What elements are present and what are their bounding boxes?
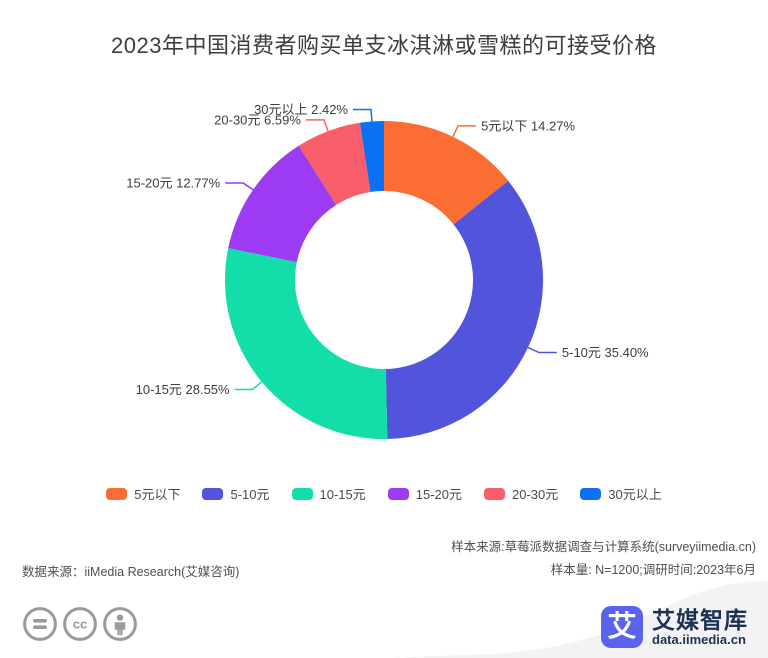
brand-logo[interactable]: 艾 艾媒智库 data.iimedia.cn — [601, 606, 748, 648]
legend-label: 5-10元 — [230, 487, 270, 502]
donut-slice-5-10元[interactable] — [385, 180, 544, 439]
legend-label: 15-20元 — [415, 487, 463, 502]
legend-label: 20-30元 — [512, 487, 559, 502]
attribution-person-icon — [103, 607, 137, 641]
slice-label: 20-30元 6.59% — [214, 112, 301, 127]
svg-text:cc: cc — [73, 617, 87, 632]
slice-label: 10-15元 28.55% — [136, 382, 230, 397]
brand-logo-icon: 艾 — [601, 606, 643, 648]
brand-name: 艾媒智库 — [652, 606, 748, 633]
slice-label: 5-10元 35.40% — [562, 345, 649, 360]
slice-label-line — [225, 182, 254, 191]
slice-label-line — [527, 346, 557, 354]
slice-label-line — [305, 119, 329, 132]
legend-item-5元以下[interactable]: 5元以下 — [106, 484, 180, 503]
slice-label: 15-20元 12.77% — [126, 176, 220, 191]
equals-icon — [23, 607, 57, 641]
legend-swatch — [387, 487, 409, 500]
slice-label-line — [234, 381, 263, 391]
donut-slice-20-30元[interactable] — [298, 122, 371, 205]
legend-item-20-30元[interactable]: 20-30元 — [484, 484, 558, 503]
donut-slice-10-15元[interactable] — [224, 248, 388, 440]
slice-label: 30元以上 2.42% — [254, 102, 348, 117]
cc-icon: cc — [63, 607, 97, 641]
legend-swatch — [484, 487, 506, 500]
donut-slice-30元以上[interactable] — [359, 120, 384, 192]
brand-url: data.iimedia.cn — [652, 631, 746, 647]
footer-data-source: 数据来源：iiMedia Research(艾媒咨询) — [22, 565, 240, 579]
donut-slice-15-20元[interactable] — [228, 145, 337, 263]
brand-text-block: 艾媒智库 data.iimedia.cn — [652, 606, 748, 647]
license-icons-group: cc — [22, 606, 138, 642]
legend-item-5-10元[interactable]: 5-10元 — [202, 484, 270, 503]
legend-swatch — [291, 487, 313, 500]
legend-swatch — [202, 487, 224, 500]
legend-item-10-15元[interactable]: 10-15元 — [291, 484, 366, 503]
footer-sample-source: 样本来源:草莓派数据调查与计算系统(surveyiimedia.cn) — [451, 540, 756, 554]
legend-swatch — [580, 487, 602, 500]
chart-legend: 5元以下 5-10元 10-15元 15-20元 20-30元 30元以上 — [0, 484, 768, 503]
legend-swatch — [106, 487, 128, 500]
footer-swoosh-decoration — [390, 581, 768, 658]
donut-slice-5元以下[interactable] — [384, 121, 509, 225]
page-title: 2023年中国消费者购买单支冰淇淋或雪糕的可接受价格 — [111, 33, 657, 58]
legend-label: 30元以上 — [608, 487, 662, 502]
legend-item-15-20元[interactable]: 15-20元 — [387, 484, 463, 503]
legend-label: 10-15元 — [319, 487, 366, 502]
donut-chart: 5元以下 14.27% 5-10元 35.40% 10-15元 28.55% 15-2… — [126, 102, 649, 440]
footer-sample-info: 样本量: N=1200;调研时间:2023年6月 — [550, 563, 756, 577]
footer-sample-block: 样本来源:草莓派数据调查与计算系统(surveyiimedia.cn) 样本量:… — [451, 536, 756, 582]
slice-label: 5元以下 14.27% — [481, 118, 575, 133]
slice-label-line — [452, 125, 477, 138]
slice-label-line — [353, 108, 373, 122]
legend-item-30元以上[interactable]: 30元以上 — [580, 484, 662, 503]
legend-label: 5元以下 — [134, 487, 181, 502]
